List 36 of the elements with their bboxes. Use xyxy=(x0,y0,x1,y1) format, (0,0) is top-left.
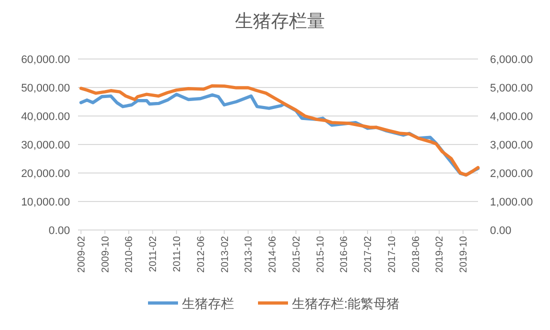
y-tick-label: 0.00 xyxy=(48,225,70,237)
chart-title: 生猪存栏量 xyxy=(235,11,325,31)
y2-tick-label: 3,000.00 xyxy=(490,140,533,152)
x-tick-label: 2010-06 xyxy=(124,236,136,273)
y-tick-label: 30,000.00 xyxy=(21,140,70,152)
y2-tick-label: 4,000.00 xyxy=(490,111,533,123)
x-tick-label: 2015-10 xyxy=(315,236,326,273)
x-tick-label: 2015-02 xyxy=(291,236,302,273)
x-tick-label: 2013-10 xyxy=(244,236,255,273)
x-tick-label: 2009-10 xyxy=(100,236,112,273)
x-tick-label: 2012-06 xyxy=(196,236,207,273)
x-tick-label: 2009-02 xyxy=(76,236,88,273)
y-tick-label: 40,000.00 xyxy=(21,111,70,123)
legend-label: 生猪存栏 xyxy=(182,296,234,311)
x-tick-label: 2013-02 xyxy=(220,236,231,273)
legend-label: 生猪存栏:能繁母猪 xyxy=(292,296,400,311)
legend-item: 生猪存栏:能繁母猪 xyxy=(258,296,400,311)
x-tick-label: 2011-02 xyxy=(148,236,160,272)
y-tick-label: 20,000.00 xyxy=(21,168,70,180)
y-tick-label: 60,000.00 xyxy=(21,54,70,66)
x-tick-label: 2019-10 xyxy=(458,236,470,273)
x-tick-label: 2016-06 xyxy=(339,236,350,273)
x-tick-label: 2011-10 xyxy=(172,236,184,272)
x-tick-label: 2019-02 xyxy=(434,236,446,273)
x-tick-label: 2017-10 xyxy=(386,236,398,273)
x-tick-label: 2018-06 xyxy=(410,236,422,273)
y2-tick-label: 0.00 xyxy=(490,225,512,237)
y2-tick-label: 6,000.00 xyxy=(490,54,533,66)
legend-item: 生猪存栏 xyxy=(148,296,234,311)
x-tick-label: 2014-06 xyxy=(268,236,279,273)
x-tick-label: 2017-02 xyxy=(363,236,374,273)
y2-tick-label: 1,000.00 xyxy=(490,196,533,208)
y-tick-label: 10,000.00 xyxy=(21,196,70,208)
y2-tick-label: 5,000.00 xyxy=(490,82,533,94)
y2-tick-label: 2,000.00 xyxy=(490,168,533,180)
y-tick-label: 50,000.00 xyxy=(21,82,70,94)
